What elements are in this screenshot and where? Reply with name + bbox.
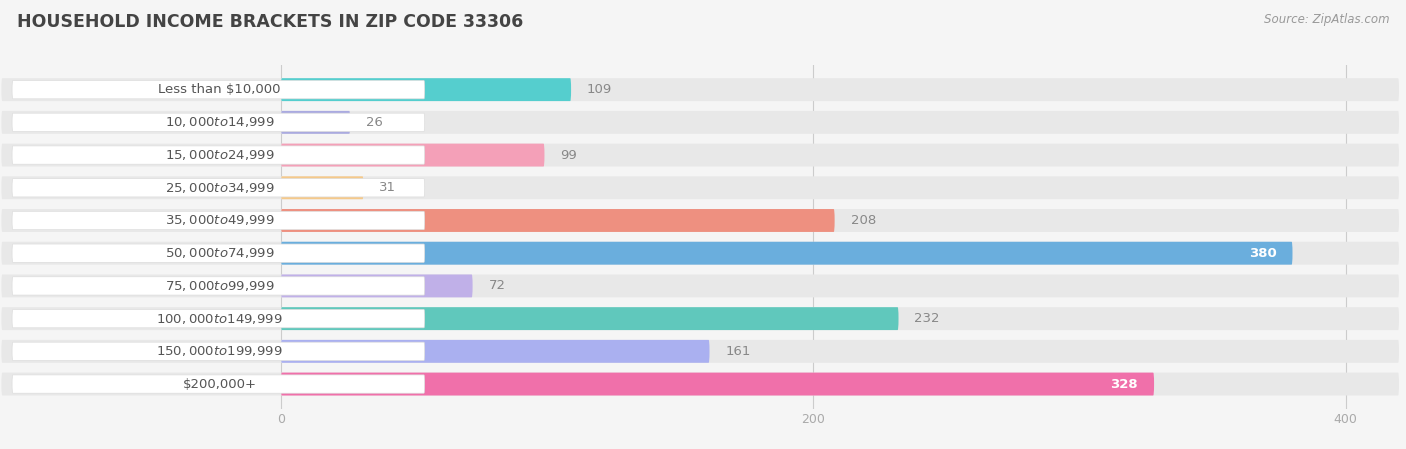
Text: 328: 328: [1111, 378, 1137, 391]
Text: $100,000 to $149,999: $100,000 to $149,999: [156, 312, 283, 326]
Text: $35,000 to $49,999: $35,000 to $49,999: [165, 213, 274, 228]
Text: $10,000 to $14,999: $10,000 to $14,999: [165, 115, 274, 129]
FancyBboxPatch shape: [13, 244, 425, 262]
FancyBboxPatch shape: [13, 113, 425, 132]
Text: $15,000 to $24,999: $15,000 to $24,999: [165, 148, 274, 162]
FancyBboxPatch shape: [13, 146, 425, 164]
Text: $75,000 to $99,999: $75,000 to $99,999: [165, 279, 274, 293]
FancyBboxPatch shape: [13, 375, 425, 393]
FancyBboxPatch shape: [1, 144, 1399, 167]
Text: $50,000 to $74,999: $50,000 to $74,999: [165, 246, 274, 260]
FancyBboxPatch shape: [1, 176, 1399, 199]
Text: $150,000 to $199,999: $150,000 to $199,999: [156, 344, 283, 358]
Text: 99: 99: [561, 149, 578, 162]
Text: 380: 380: [1249, 247, 1277, 260]
Text: $200,000+: $200,000+: [183, 378, 257, 391]
FancyBboxPatch shape: [281, 111, 350, 134]
FancyBboxPatch shape: [1, 274, 1399, 297]
FancyBboxPatch shape: [281, 274, 472, 297]
Text: 109: 109: [588, 83, 612, 96]
Text: Source: ZipAtlas.com: Source: ZipAtlas.com: [1264, 13, 1389, 26]
Text: 31: 31: [380, 181, 396, 194]
Text: 232: 232: [914, 312, 941, 325]
Text: 161: 161: [725, 345, 751, 358]
FancyBboxPatch shape: [1, 340, 1399, 363]
FancyBboxPatch shape: [281, 340, 710, 363]
Text: 72: 72: [488, 279, 506, 292]
FancyBboxPatch shape: [1, 373, 1399, 396]
Text: 208: 208: [851, 214, 876, 227]
FancyBboxPatch shape: [13, 80, 425, 99]
FancyBboxPatch shape: [13, 211, 425, 229]
FancyBboxPatch shape: [1, 111, 1399, 134]
FancyBboxPatch shape: [13, 342, 425, 361]
FancyBboxPatch shape: [281, 209, 835, 232]
FancyBboxPatch shape: [1, 242, 1399, 264]
FancyBboxPatch shape: [281, 176, 363, 199]
FancyBboxPatch shape: [1, 307, 1399, 330]
FancyBboxPatch shape: [13, 277, 425, 295]
FancyBboxPatch shape: [13, 179, 425, 197]
FancyBboxPatch shape: [281, 373, 1154, 396]
FancyBboxPatch shape: [1, 209, 1399, 232]
Text: $25,000 to $34,999: $25,000 to $34,999: [165, 181, 274, 195]
FancyBboxPatch shape: [13, 309, 425, 328]
FancyBboxPatch shape: [281, 242, 1292, 264]
FancyBboxPatch shape: [281, 78, 571, 101]
Text: HOUSEHOLD INCOME BRACKETS IN ZIP CODE 33306: HOUSEHOLD INCOME BRACKETS IN ZIP CODE 33…: [17, 13, 523, 31]
FancyBboxPatch shape: [1, 78, 1399, 101]
FancyBboxPatch shape: [281, 144, 544, 167]
Text: 26: 26: [366, 116, 382, 129]
FancyBboxPatch shape: [281, 307, 898, 330]
Text: Less than $10,000: Less than $10,000: [159, 83, 281, 96]
